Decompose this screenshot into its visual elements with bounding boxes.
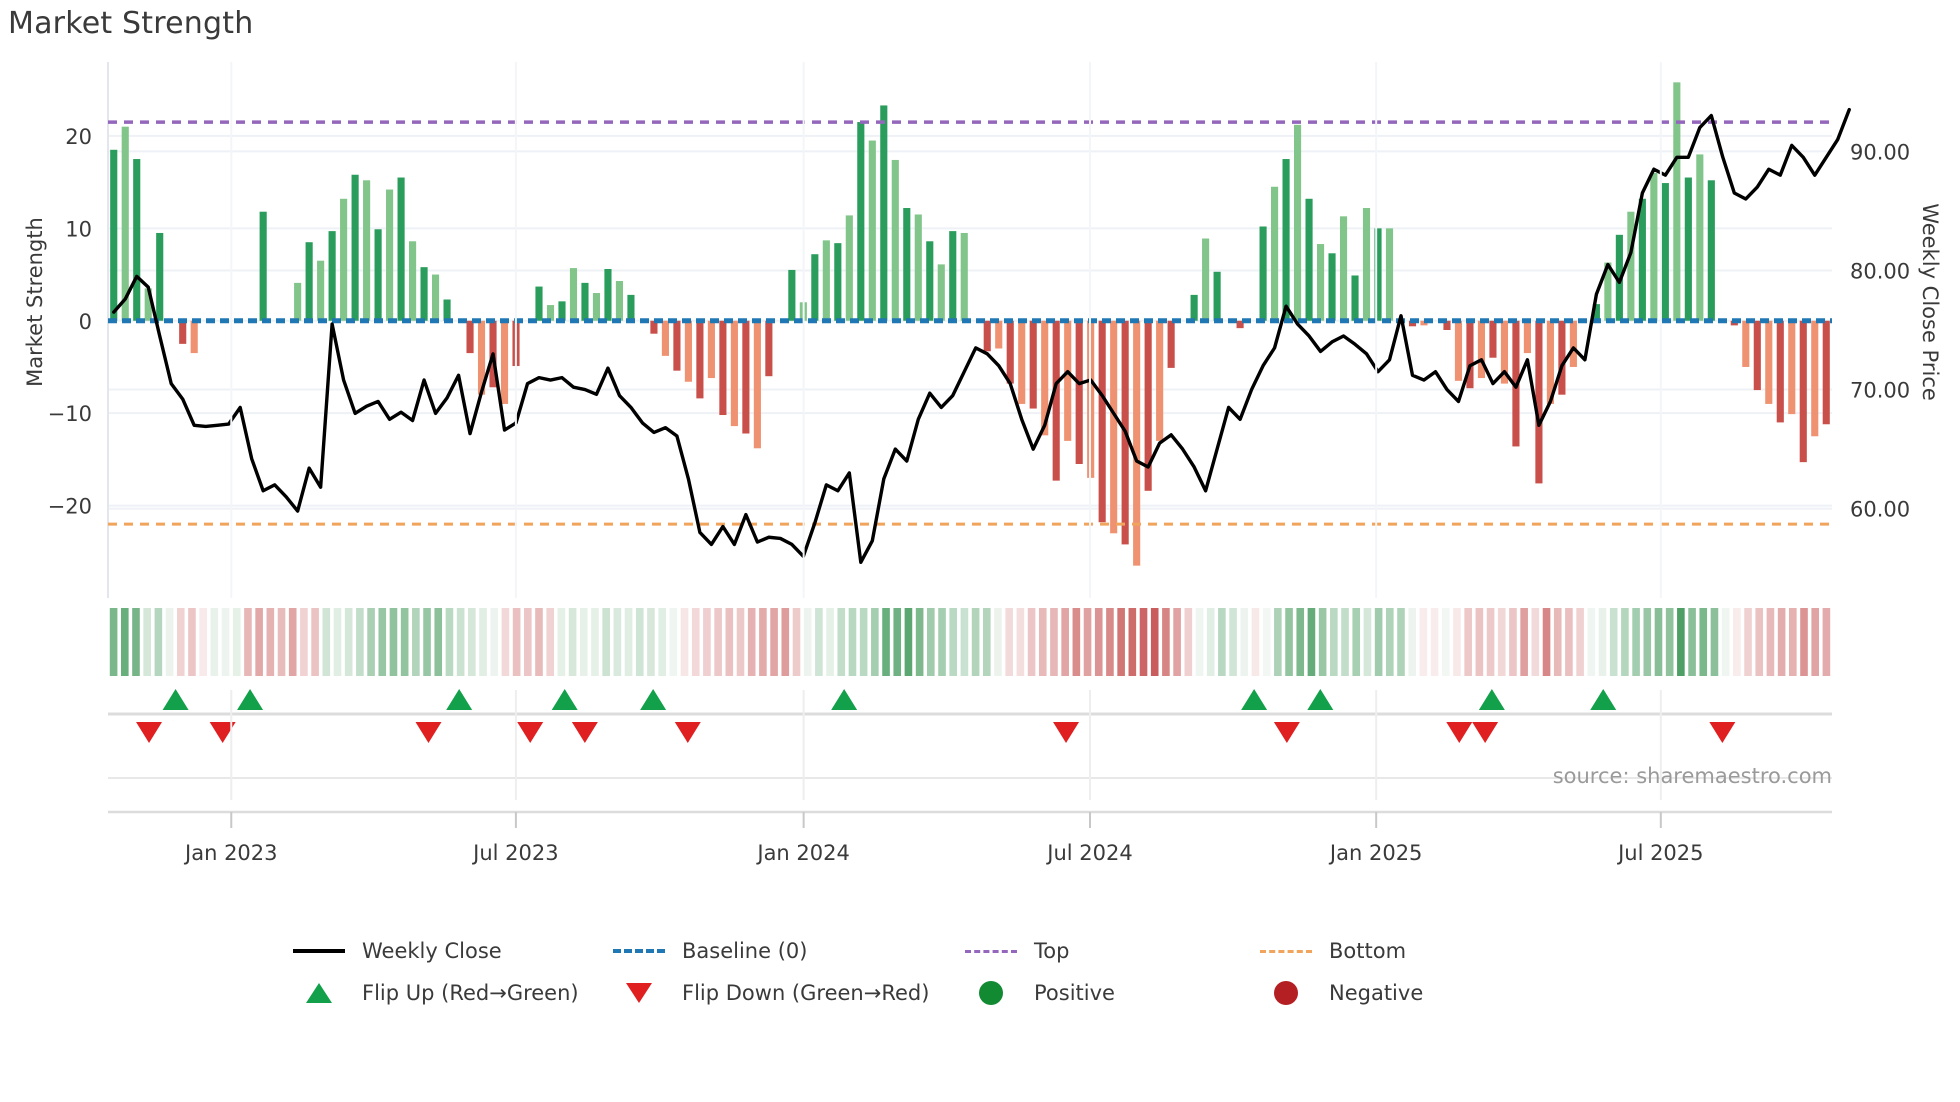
y-left-tick: −10 (48, 402, 92, 426)
dot-red-icon (1257, 981, 1315, 1005)
legend-label-negative: Negative (1329, 981, 1424, 1005)
legend-label-flip-up: Flip Up (Red→Green) (362, 981, 579, 1005)
y-left-tick: 20 (65, 125, 92, 149)
legend-item-top[interactable]: Top (962, 930, 1257, 972)
y-right-tick: 80.00 (1850, 259, 1910, 283)
legend-label-positive: Positive (1034, 981, 1115, 1005)
triangle-down-icon (610, 983, 668, 1003)
x-axis-tick: Jul 2023 (471, 841, 558, 865)
y-left-tick: 10 (65, 217, 92, 241)
legend-item-bottom[interactable]: Bottom (1257, 930, 1406, 972)
baseline-swatch-icon (610, 949, 668, 953)
flip-marker-row (108, 689, 1832, 814)
legend-row-1: Weekly Close Baseline (0) Top Bottom (290, 930, 1690, 972)
legend-item-weekly-close[interactable]: Weekly Close (290, 930, 610, 972)
legend-item-positive[interactable]: Positive (962, 972, 1257, 1014)
x-axis-tick: Jul 2024 (1045, 841, 1132, 865)
x-axis-tick: Jan 2024 (755, 841, 850, 865)
x-axis-tick: Jan 2023 (183, 841, 278, 865)
weekly-close-swatch-icon (290, 949, 348, 953)
legend-item-flip-down[interactable]: Flip Down (Green→Red) (610, 972, 962, 1014)
bottom-swatch-icon (1257, 949, 1315, 953)
weekly-close-line (112, 107, 1851, 564)
legend-item-negative[interactable]: Negative (1257, 972, 1423, 1014)
legend-item-flip-up[interactable]: Flip Up (Red→Green) (290, 972, 610, 1014)
y-left-tick: −20 (48, 495, 92, 519)
legend-label-top: Top (1034, 939, 1070, 963)
y-left-tick: 0 (79, 310, 92, 334)
y-right-tick: 90.00 (1850, 140, 1910, 164)
source-note: source: sharemaestro.com (1553, 764, 1832, 788)
axis-ticks: 20 10 0 −10 −20 90.00 80.00 70.00 60.00 Jan 2023 J… (48, 62, 1910, 865)
dot-green-icon (962, 981, 1020, 1005)
legend-label-flip-down: Flip Down (Green→Red) (682, 981, 930, 1005)
legend-label-baseline: Baseline (0) (682, 939, 808, 963)
reference-lines (108, 120, 1832, 526)
y-right-tick: 70.00 (1850, 379, 1910, 403)
legend-label-bottom: Bottom (1329, 939, 1407, 963)
page-title: Market Strength (8, 6, 254, 41)
x-axis-tick: Jul 2025 (1616, 841, 1703, 865)
chart-legend: Weekly Close Baseline (0) Top Bottom Fli… (290, 930, 1690, 1014)
legend-label-weekly-close: Weekly Close (362, 939, 502, 963)
legend-item-baseline[interactable]: Baseline (0) (610, 930, 962, 972)
legend-row-2: Flip Up (Red→Green) Flip Down (Green→Red… (290, 972, 1690, 1014)
y-right-tick: 60.00 (1850, 498, 1910, 522)
strength-heat-strip (109, 608, 1831, 676)
top-swatch-icon (962, 949, 1020, 953)
strength-bars (110, 82, 1830, 566)
triangle-up-icon (290, 983, 348, 1003)
x-axis-tick: Jan 2025 (1328, 841, 1423, 865)
